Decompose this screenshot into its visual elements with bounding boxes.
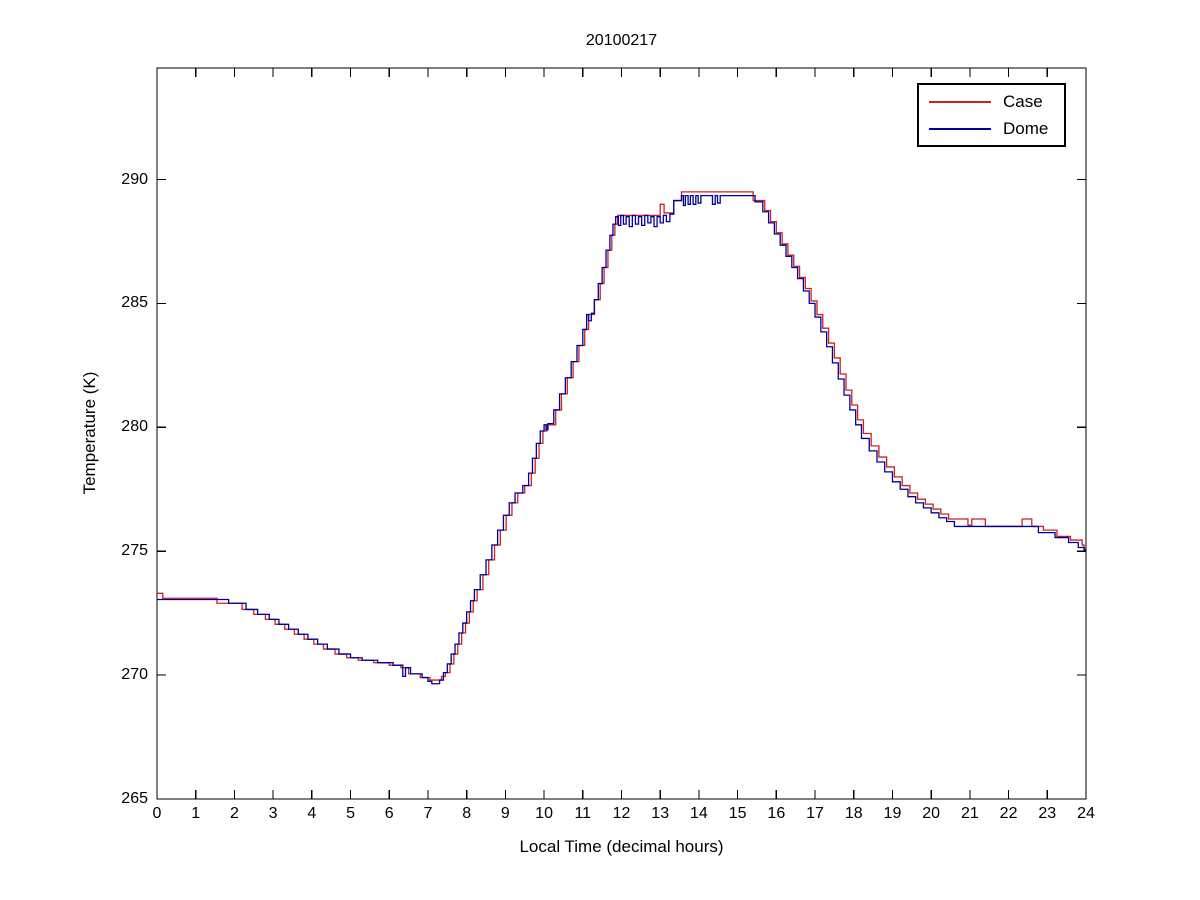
dome-line-swatch: [929, 127, 991, 130]
x-tick-label: 18: [844, 805, 863, 822]
x-tick-label: 15: [728, 805, 747, 822]
x-tick-label: 0: [152, 805, 162, 822]
x-tick-label: 17: [806, 805, 824, 822]
x-tick-label: 14: [690, 805, 708, 822]
y-tick-label: 280: [121, 418, 148, 436]
axes-box: [156, 67, 1087, 800]
x-tick-label: 6: [384, 805, 394, 822]
x-tick-label: 23: [1038, 805, 1057, 822]
legend-label-dome: Dome: [1003, 118, 1049, 138]
x-tick-label: 3: [268, 805, 278, 822]
case-line-swatch: [929, 100, 991, 103]
x-tick-label: 13: [651, 805, 670, 822]
x-tick-label: 22: [999, 805, 1018, 822]
y-axis-label: Temperature (K): [80, 371, 99, 495]
x-tick-label: 9: [500, 805, 510, 822]
chart-title: 20100217: [585, 32, 658, 49]
y-tick-label: 265: [121, 790, 148, 807]
x-tick-label: 4: [307, 805, 317, 822]
x-tick-label: 5: [346, 805, 355, 822]
x-tick-label: 10: [535, 805, 553, 822]
x-tick-label: 19: [883, 805, 902, 822]
x-tick-label: 2: [229, 805, 239, 822]
y-tick-label: 275: [121, 542, 148, 560]
x-tick-label: 16: [767, 805, 786, 822]
x-tick-label: 8: [462, 805, 472, 822]
x-tick-label: 21: [960, 805, 979, 822]
y-tick-label: 285: [121, 294, 148, 312]
x-axis-label: Local Time (decimal hours): [519, 837, 724, 856]
x-tick-label: 12: [612, 805, 631, 822]
y-tick-label: 290: [121, 170, 148, 188]
legend-entry-case: Case: [919, 92, 1064, 112]
x-tick-label: 24: [1077, 805, 1095, 822]
x-tick-label: 11: [574, 805, 592, 822]
x-tick-label: 1: [191, 805, 201, 822]
series-dome-line: [157, 194, 1086, 685]
series-case-line: [157, 191, 1086, 681]
x-tick-label: 7: [423, 805, 433, 822]
legend-label-case: Case: [1003, 91, 1043, 111]
legend: Case Dome: [917, 83, 1066, 147]
y-tick-label: 270: [121, 666, 148, 684]
x-tick-label: 20: [922, 805, 941, 822]
legend-entry-dome: Dome: [919, 119, 1064, 139]
